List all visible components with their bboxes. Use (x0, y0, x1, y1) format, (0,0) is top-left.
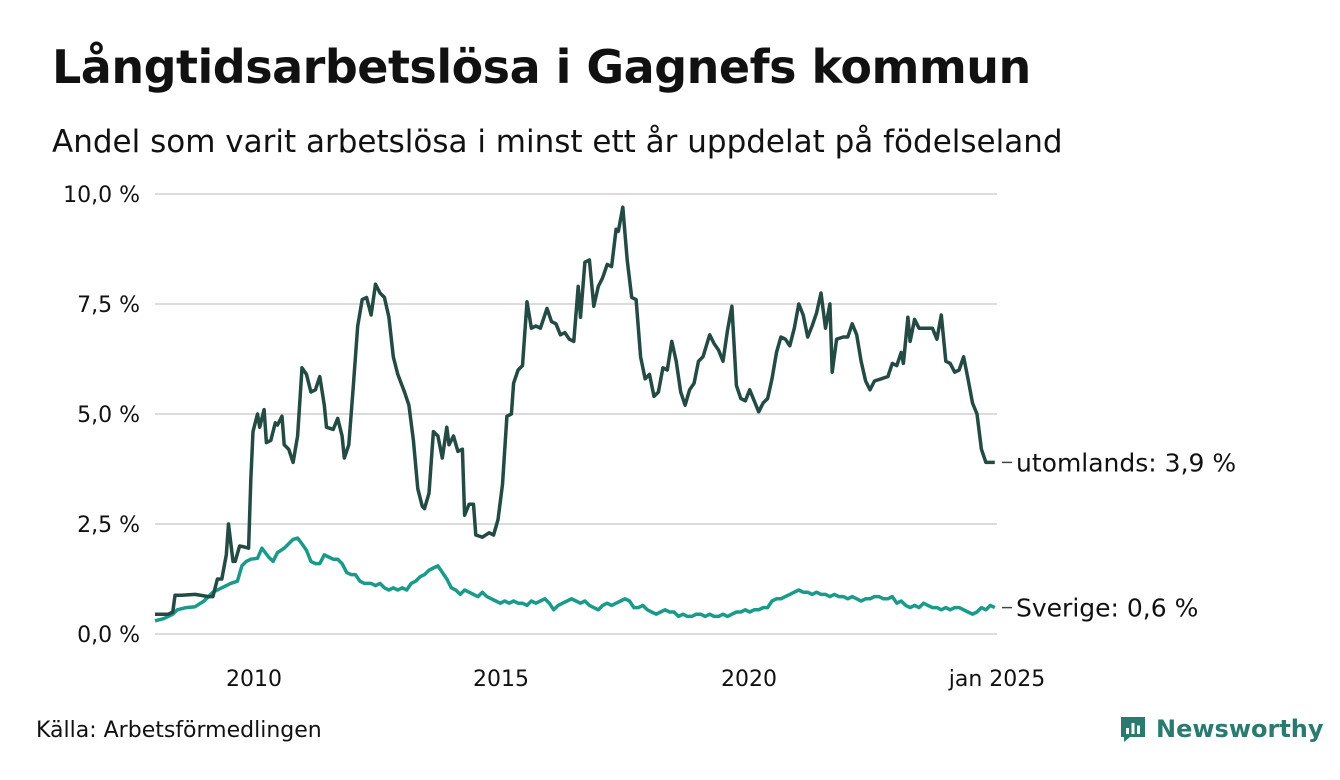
series-line-utomlands (155, 205, 995, 616)
newsworthy-logo-icon (1121, 717, 1145, 742)
source-note: Källa: Arbetsförmedlingen (36, 718, 322, 743)
grid-lines (155, 193, 997, 635)
y-axis-tick-labels: 0,0 % 2,5 % 5,0 % 7,5 % 10,0 % (63, 183, 140, 648)
x-tick-label: 2015 (473, 667, 529, 692)
x-tick-label: 2020 (721, 667, 777, 692)
y-tick-label: 10,0 % (63, 183, 140, 208)
end-label-sverige: Sverige: 0,6 % (1016, 594, 1198, 623)
y-tick-label: 0,0 % (77, 623, 140, 648)
x-tick-label: 2010 (226, 667, 282, 692)
end-label-utomlands: utomlands: 3,9 % (1016, 448, 1236, 477)
y-tick-label: 7,5 % (77, 293, 140, 318)
brand: Newsworthy (1118, 714, 1324, 744)
y-tick-label: 5,0 % (77, 403, 140, 428)
chart-title: Långtidsarbetslösa i Gagnefs kommun (52, 40, 1031, 94)
series-line-sverige (154, 536, 996, 623)
brand-name: Newsworthy (1156, 715, 1324, 743)
chart-subtitle: Andel som varit arbetslösa i minst ett å… (52, 124, 1063, 160)
x-tick-label: jan 2025 (948, 667, 1046, 692)
series-end-labels: utomlands: 3,9 % Sverige: 0,6 % (1002, 448, 1236, 623)
series-lines (154, 205, 996, 623)
x-axis-tick-labels: 2010 2015 2020 jan 2025 (226, 667, 1045, 692)
y-tick-label: 2,5 % (77, 513, 140, 538)
